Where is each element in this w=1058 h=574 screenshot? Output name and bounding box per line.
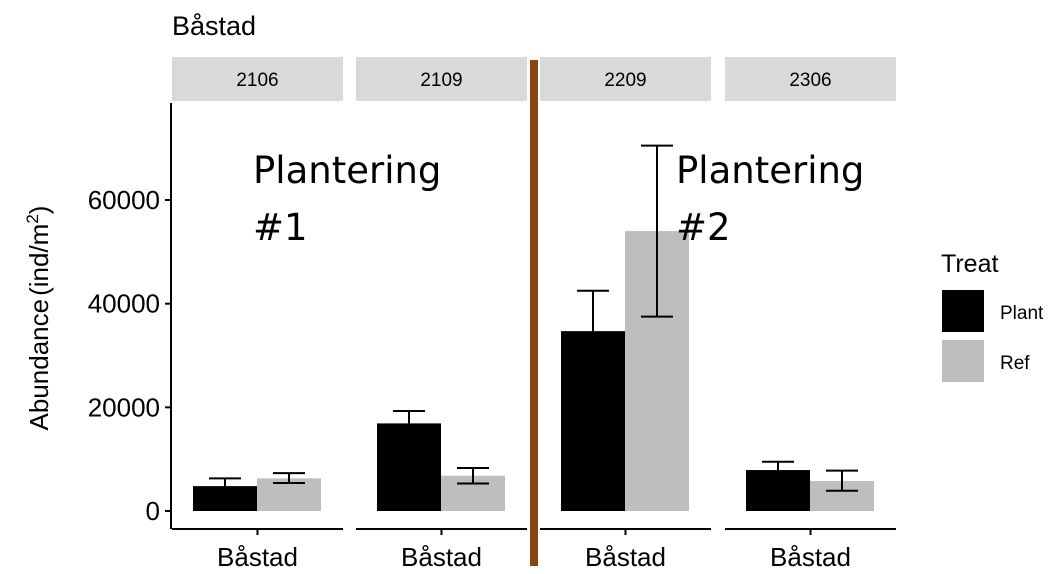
legend-swatch-ref	[942, 340, 984, 382]
y-axis-label-unit: ind/m	[24, 224, 54, 288]
panel-2209: 2209 Båstad	[540, 57, 711, 572]
y-axis-label-text: Abundance	[24, 299, 54, 431]
legend-swatch-plant	[942, 290, 984, 332]
y-axis-label-sup: 2	[23, 214, 42, 223]
y-axis: 0 20000 40000 60000	[88, 103, 172, 529]
panel-x-label-2209: Båstad	[585, 542, 666, 572]
facet-panels: 2106 Båstad 2109 Båstad 2209 Båstad 2306 Båstad	[172, 57, 896, 572]
panel-strip-label-2109: 2109	[420, 70, 462, 91]
panel-strip-label-2106: 2106	[236, 70, 278, 91]
legend: Treat Plant Ref	[941, 250, 1044, 382]
annotation-planting-1: Plantering #1	[253, 149, 441, 249]
bar-2109-plant	[377, 423, 441, 511]
panel-strip-2109	[356, 57, 527, 101]
panel-strip-2106	[172, 57, 343, 101]
annotation-planting-2: Plantering #2	[676, 149, 864, 249]
panel-x-label-2109: Båstad	[401, 542, 482, 572]
panel-2106: 2106 Båstad	[172, 57, 343, 572]
y-axis-label-close: )	[24, 206, 54, 215]
panel-strip-2306	[725, 57, 896, 101]
y-tick-label-1: 20000	[88, 392, 160, 422]
legend-title: Treat	[941, 250, 998, 278]
panel-strip-label-2306: 2306	[789, 70, 831, 91]
y-axis-label: Abundance (ind/m2)	[23, 206, 54, 431]
panel-x-label-2306: Båstad	[770, 542, 851, 572]
panel-strip-label-2209: 2209	[604, 70, 646, 91]
y-tick-label-0: 0	[146, 496, 160, 526]
panel-strip-2209	[540, 57, 711, 101]
panel-2306: 2306 Båstad	[725, 57, 896, 572]
chart-title: Båstad	[172, 11, 256, 41]
legend-label-plant: Plant	[1000, 303, 1044, 324]
annotation-planting-2-line-1: Plantering	[676, 149, 864, 192]
y-tick-label-3: 60000	[88, 185, 160, 215]
annotation-planting-1-line-1: Plantering	[253, 149, 441, 192]
annotation-planting-2-line-2: #2	[676, 206, 731, 249]
legend-label-ref: Ref	[1000, 353, 1030, 374]
y-axis-label-open: (	[24, 287, 54, 296]
annotation-planting-1-line-2: #1	[253, 206, 308, 249]
y-tick-label-2: 40000	[88, 289, 160, 319]
panel-x-label-2106: Båstad	[217, 542, 298, 572]
panel-2109: 2109 Båstad	[356, 57, 527, 572]
planting-divider	[530, 60, 538, 566]
